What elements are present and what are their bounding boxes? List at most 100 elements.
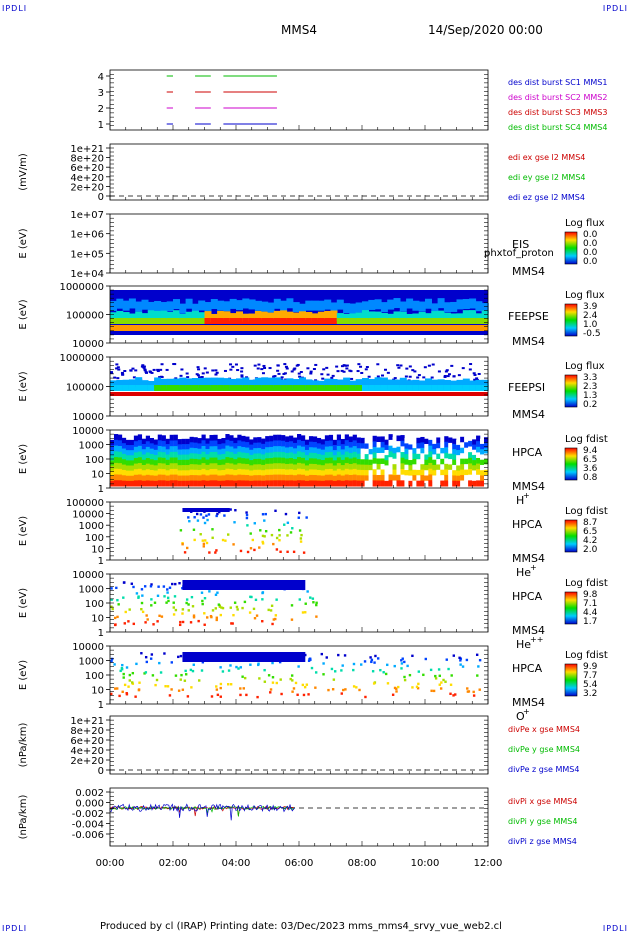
spectrogram-cell xyxy=(199,513,203,516)
spectrogram-cell xyxy=(161,446,166,453)
spectrogram-cell xyxy=(116,377,120,380)
spectrogram-cell xyxy=(297,457,302,464)
spectrogram-cell xyxy=(304,465,310,472)
spectrogram-cell xyxy=(161,457,166,464)
spectrogram-cell xyxy=(376,442,381,449)
y-tick-label: 1e+05 xyxy=(70,249,104,260)
spectrogram-cell xyxy=(380,385,388,391)
spectrogram-cell xyxy=(242,313,250,322)
spectrogram-cell xyxy=(330,385,338,391)
spectrogram-cell xyxy=(145,446,151,453)
y-tick-label: 6e+20 xyxy=(70,736,104,747)
colorbar-tick-label: 9.4 xyxy=(583,446,598,456)
spectrogram-cell xyxy=(205,438,210,445)
spectrogram-cell xyxy=(216,693,220,697)
spectrogram-cell xyxy=(396,446,401,453)
spectrogram-cell xyxy=(157,457,162,464)
spectrogram-cell xyxy=(153,601,157,604)
spectrogram-cell xyxy=(452,694,455,697)
spectrogram-cell xyxy=(403,678,407,682)
spectrogram-cell xyxy=(221,464,226,471)
spectrogram-cell xyxy=(428,439,433,447)
spectrogram-cell xyxy=(261,385,269,391)
spectrogram-cell xyxy=(277,474,282,481)
spectrogram-cell xyxy=(160,385,168,391)
spectrogram-cell xyxy=(218,510,221,514)
spectrogram-cell xyxy=(116,366,120,369)
spectrogram-cell xyxy=(413,370,417,373)
spectrogram-cell xyxy=(189,447,194,454)
spectrogram-cell xyxy=(438,674,441,678)
spectrogram-cell xyxy=(322,662,325,665)
spectrogram-cell xyxy=(420,480,425,487)
spectrogram-cell xyxy=(416,469,421,476)
spectrogram-cell xyxy=(316,464,322,471)
spectrogram-cell xyxy=(432,459,437,466)
spectrogram-cell xyxy=(336,299,344,310)
spectrogram-cell xyxy=(473,378,477,381)
spectrogram-cell xyxy=(325,366,329,369)
spectrogram-cell xyxy=(197,470,202,476)
spectrogram-cell xyxy=(241,435,246,442)
spectrogram-cell xyxy=(133,469,139,476)
spectrogram-cell xyxy=(141,318,149,324)
x-tick-label: 04:00 xyxy=(222,858,251,869)
spectrogram-cell xyxy=(344,364,348,367)
spectrogram-cell xyxy=(452,375,456,378)
spectrogram-cell xyxy=(169,468,174,476)
spectrogram-cell xyxy=(369,656,372,659)
spectrogram-cell xyxy=(384,465,389,472)
spectrogram-cell xyxy=(196,519,200,522)
spectrogram-cell xyxy=(189,458,194,465)
spectrogram-cell xyxy=(468,457,473,464)
spectrogram-cell xyxy=(364,448,369,455)
spectrogram-cell xyxy=(406,313,414,322)
spectrogram-cell xyxy=(169,480,174,487)
spectrogram-cell xyxy=(443,318,451,324)
spectrogram-cell xyxy=(400,474,405,481)
spectrogram-cell xyxy=(312,441,318,448)
spectrogram-cell xyxy=(170,661,173,664)
spectrogram-cell xyxy=(424,475,429,482)
spectrogram-cell xyxy=(332,460,338,466)
x-tick-label: 06:00 xyxy=(285,858,314,869)
spectrogram-cell xyxy=(286,298,294,309)
spectrogram-cell xyxy=(340,449,345,456)
spectrogram-cell xyxy=(356,480,361,487)
spectrogram-cell xyxy=(380,447,385,454)
spectrogram-cell xyxy=(364,443,369,450)
spectrogram-cell xyxy=(143,672,146,675)
spectrogram-cell xyxy=(437,668,441,671)
spectrogram-cell xyxy=(206,616,209,619)
spectrogram-cell xyxy=(121,469,127,476)
spectrogram-cell xyxy=(254,385,262,391)
spectrogram-cell xyxy=(372,458,377,465)
spectrogram-cell xyxy=(223,369,227,372)
spectrogram-cell xyxy=(400,452,405,459)
spectrogram-cell xyxy=(185,378,193,389)
spectrogram-cell xyxy=(440,458,445,465)
spectrogram-cell xyxy=(229,480,234,487)
spectrogram-cell xyxy=(368,454,373,461)
spectrogram-cell xyxy=(217,438,222,445)
spectrogram-cell xyxy=(400,435,405,442)
spectrogram-cell xyxy=(372,682,376,685)
spectrogram-cell xyxy=(110,660,113,663)
spectrogram-cell xyxy=(392,453,397,460)
spectrogram-cell xyxy=(452,464,457,471)
spectrogram-cell xyxy=(300,440,306,448)
spectrogram-cell xyxy=(292,318,300,324)
spectrogram-cell xyxy=(213,446,218,453)
spectrogram-cell xyxy=(392,436,397,443)
spectrogram-cell xyxy=(364,438,369,444)
spectrogram-cell xyxy=(315,615,318,618)
spectrogram-cell xyxy=(191,385,199,391)
spectrogram-cell xyxy=(150,604,153,607)
spectrogram-cell xyxy=(328,451,334,459)
spectrogram-cell xyxy=(189,436,194,443)
spectrogram-cell xyxy=(217,470,222,477)
spectrogram-cell xyxy=(372,480,377,487)
spectrogram-cell xyxy=(185,601,188,605)
spectrogram-cell xyxy=(181,543,184,546)
spectrogram-cell xyxy=(166,318,174,324)
